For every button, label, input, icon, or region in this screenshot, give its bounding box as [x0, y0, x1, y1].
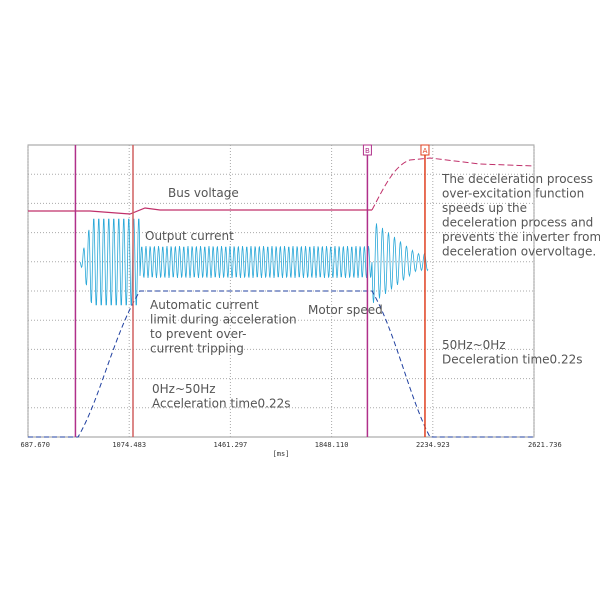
annotation: 50Hz~0Hz — [442, 338, 506, 352]
annotation: 0Hz~50Hz — [152, 382, 216, 396]
cursor-label: B — [365, 147, 370, 155]
x-tick-label: 1461.297 — [214, 441, 248, 449]
annotation: deceleration overvoltage. — [442, 245, 596, 259]
x-tick-label: 1848.110 — [315, 441, 349, 449]
annotation: current tripping — [150, 342, 244, 356]
annotation: Deceleration time0.22s — [442, 353, 583, 367]
cursor-flag — [362, 144, 372, 156]
bus-voltage-decel-trace — [371, 157, 535, 211]
x-tick-label: 2234.923 — [416, 441, 450, 449]
x-tick-label: 687.670 — [20, 441, 50, 449]
x-tick-label: 2621.736 — [528, 441, 562, 449]
annotation: prevents the inverter from — [442, 230, 600, 244]
annotation: Acceleration time0.22s — [152, 397, 290, 411]
motor-speed-trace — [28, 290, 534, 438]
cursor-label: A — [423, 147, 428, 155]
annotation: Bus voltage — [168, 186, 239, 200]
output-current-trace — [79, 218, 429, 306]
annotation: Automatic current — [150, 298, 259, 312]
annotation: speeds up the — [442, 201, 527, 215]
annotation: over-excitation function — [442, 187, 584, 201]
annotation: The deceleration process — [441, 172, 593, 186]
annotation: Output current — [145, 229, 234, 243]
annotation: deceleration process and — [442, 216, 593, 230]
x-axis-label: [ms] — [273, 450, 290, 458]
annotation: Motor speed — [308, 303, 383, 317]
cursor-flag — [420, 144, 430, 156]
x-tick-label: 1074.483 — [112, 441, 146, 449]
annotation: limit during acceleration — [150, 313, 297, 327]
bus-voltage-trace — [28, 207, 372, 215]
annotation: to prevent over- — [150, 327, 246, 341]
